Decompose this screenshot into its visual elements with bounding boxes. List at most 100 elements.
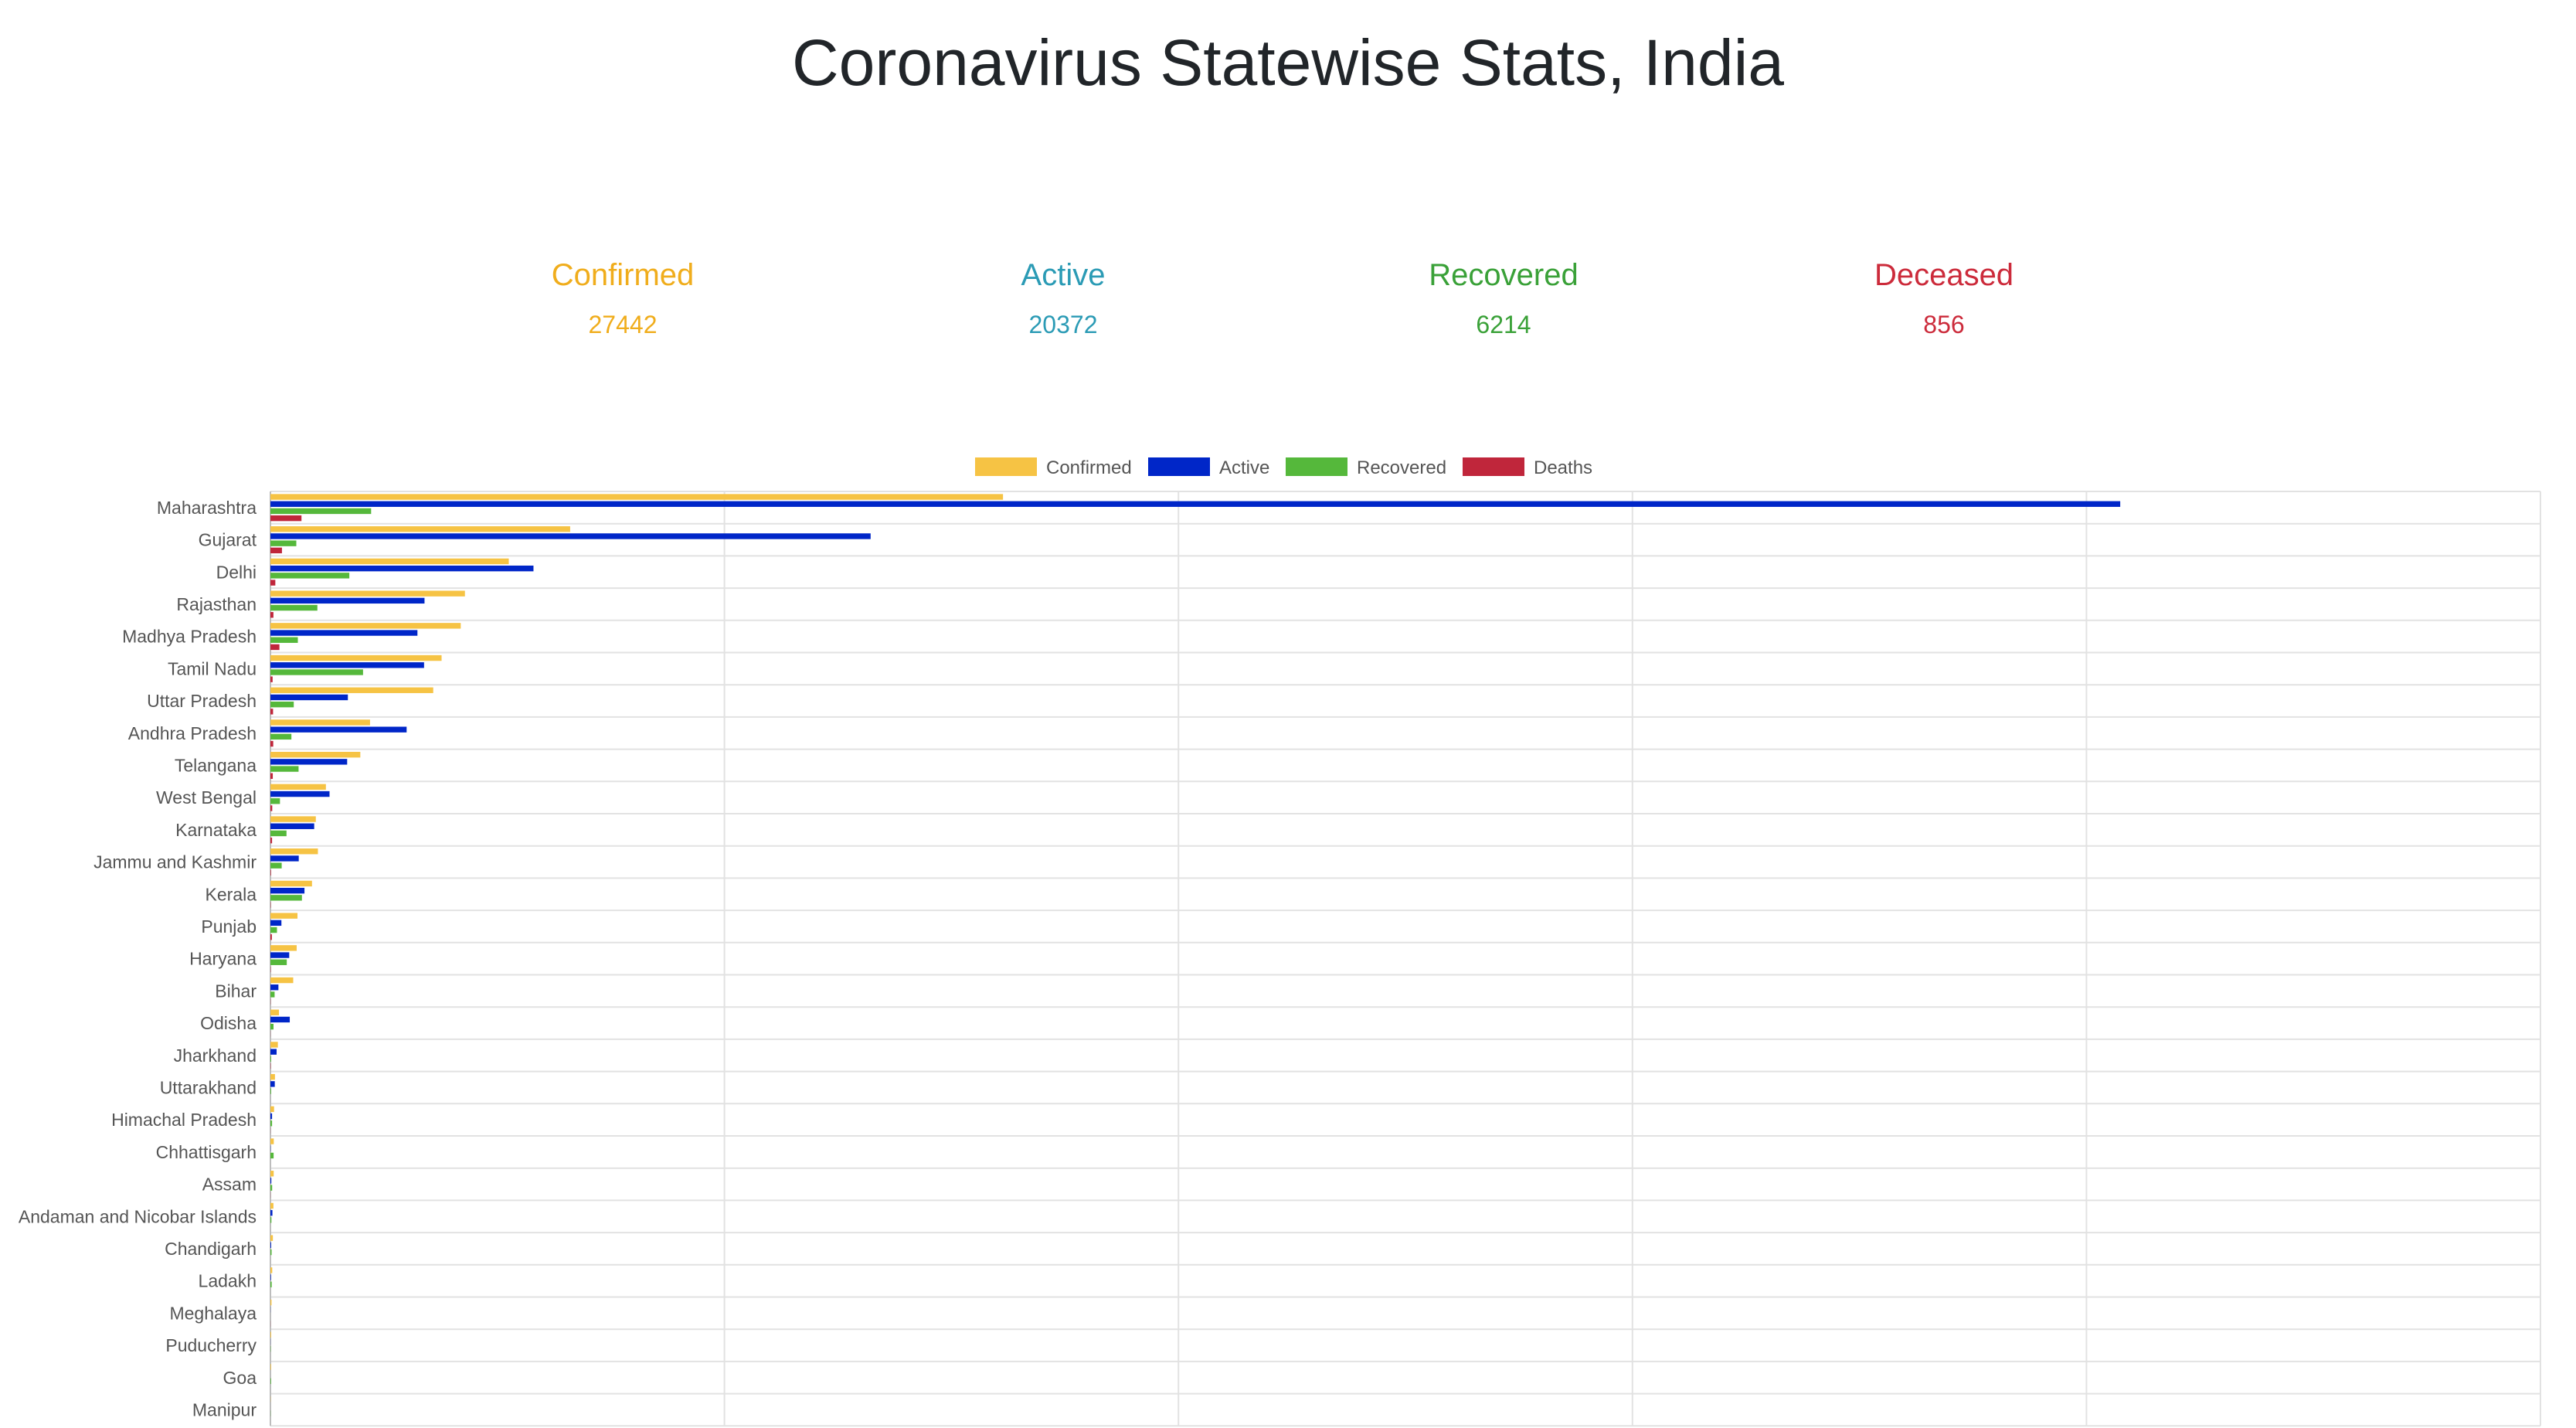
bar-active[interactable] <box>270 1113 273 1120</box>
bar-confirmed[interactable] <box>270 687 433 693</box>
bar-recovered[interactable] <box>270 1281 272 1287</box>
bar-confirmed[interactable] <box>270 1364 271 1370</box>
bar-deaths[interactable] <box>270 773 274 779</box>
bar-recovered[interactable] <box>270 862 282 869</box>
bar-confirmed[interactable] <box>270 977 294 984</box>
bar-confirmed[interactable] <box>270 913 298 919</box>
bar-active[interactable] <box>270 855 299 862</box>
bar-recovered[interactable] <box>270 926 277 933</box>
category-label: Telangana <box>175 755 257 775</box>
bar-confirmed[interactable] <box>270 848 318 855</box>
bar-deaths[interactable] <box>270 934 272 940</box>
bar-active[interactable] <box>270 1081 275 1087</box>
bar-deaths[interactable] <box>270 580 276 586</box>
bar-confirmed[interactable] <box>270 784 326 790</box>
bar-recovered[interactable] <box>270 701 294 708</box>
bar-confirmed[interactable] <box>270 751 361 758</box>
bar-confirmed[interactable] <box>270 623 461 629</box>
bar-confirmed[interactable] <box>270 945 297 951</box>
bar-deaths[interactable] <box>270 869 271 876</box>
bar-confirmed[interactable] <box>270 654 442 661</box>
bar-active[interactable] <box>270 1209 273 1216</box>
bar-active[interactable] <box>270 726 407 733</box>
bar-active[interactable] <box>270 1049 277 1055</box>
bar-active[interactable] <box>270 694 348 701</box>
bar-confirmed[interactable] <box>270 1267 273 1273</box>
bar-active[interactable] <box>270 790 330 797</box>
bar-recovered[interactable] <box>270 508 372 515</box>
bar-confirmed[interactable] <box>270 1202 274 1209</box>
legend-label-confirmed[interactable]: Confirmed <box>1046 457 1132 478</box>
bar-deaths[interactable] <box>270 837 273 844</box>
bar-deaths[interactable] <box>270 547 282 554</box>
legend-label-recovered[interactable]: Recovered <box>1357 457 1446 478</box>
bar-recovered[interactable] <box>270 1152 274 1159</box>
bar-recovered[interactable] <box>270 991 275 998</box>
bar-recovered[interactable] <box>270 895 302 901</box>
bar-deaths[interactable] <box>270 709 274 715</box>
bar-recovered[interactable] <box>270 798 280 804</box>
bar-active[interactable] <box>270 920 282 926</box>
legend-swatch-deaths[interactable] <box>1463 457 1524 476</box>
bar-recovered[interactable] <box>270 637 298 643</box>
bar-recovered[interactable] <box>270 1185 273 1191</box>
bar-recovered[interactable] <box>270 573 350 579</box>
bar-confirmed[interactable] <box>270 1042 278 1048</box>
bar-active[interactable] <box>270 952 290 958</box>
bar-confirmed[interactable] <box>270 1331 271 1338</box>
bar-recovered[interactable] <box>270 1023 274 1030</box>
bar-active[interactable] <box>270 1178 272 1184</box>
bar-active[interactable] <box>270 984 279 991</box>
bar-recovered[interactable] <box>270 1217 272 1223</box>
bar-confirmed[interactable] <box>270 1171 274 1177</box>
bar-confirmed[interactable] <box>270 1106 274 1113</box>
bar-recovered[interactable] <box>270 1056 271 1062</box>
legend-label-active[interactable]: Active <box>1219 457 1269 478</box>
bar-confirmed[interactable] <box>270 1299 272 1306</box>
legend-swatch-confirmed[interactable] <box>975 457 1037 476</box>
bar-deaths[interactable] <box>270 805 273 811</box>
bar-active[interactable] <box>270 630 418 636</box>
bar-confirmed[interactable] <box>270 590 465 597</box>
bar-recovered[interactable] <box>270 1378 271 1385</box>
bar-confirmed[interactable] <box>270 1235 274 1241</box>
bar-recovered[interactable] <box>270 1088 271 1094</box>
bar-confirmed[interactable] <box>270 1073 275 1080</box>
bar-recovered[interactable] <box>270 1249 272 1256</box>
bar-recovered[interactable] <box>270 669 363 675</box>
bar-active[interactable] <box>270 597 425 604</box>
legend-label-deaths[interactable]: Deaths <box>1534 457 1592 478</box>
bar-confirmed[interactable] <box>270 1138 274 1144</box>
bar-recovered[interactable] <box>270 540 297 546</box>
bar-active[interactable] <box>270 1274 271 1280</box>
bar-deaths[interactable] <box>270 676 273 682</box>
bar-recovered[interactable] <box>270 830 287 837</box>
bar-active[interactable] <box>270 887 305 894</box>
bar-deaths[interactable] <box>270 612 274 618</box>
bar-recovered[interactable] <box>270 1120 273 1127</box>
bar-recovered[interactable] <box>270 766 299 772</box>
bar-active[interactable] <box>270 533 871 539</box>
bar-active[interactable] <box>270 662 424 668</box>
bar-active[interactable] <box>270 565 534 572</box>
bar-active[interactable] <box>270 1016 291 1023</box>
legend-swatch-active[interactable] <box>1148 457 1210 476</box>
bar-recovered[interactable] <box>270 733 292 740</box>
bar-confirmed[interactable] <box>270 526 570 532</box>
bar-confirmed[interactable] <box>270 494 1004 500</box>
bar-deaths[interactable] <box>270 644 280 651</box>
bar-recovered[interactable] <box>270 959 287 965</box>
bar-confirmed[interactable] <box>270 558 509 565</box>
bar-confirmed[interactable] <box>270 719 370 726</box>
bar-deaths[interactable] <box>270 515 302 522</box>
bar-active[interactable] <box>270 759 348 765</box>
legend-swatch-recovered[interactable] <box>1286 457 1347 476</box>
bar-confirmed[interactable] <box>270 880 312 887</box>
bar-active[interactable] <box>270 823 314 829</box>
bar-confirmed[interactable] <box>270 816 316 822</box>
bar-deaths[interactable] <box>270 740 274 747</box>
bar-recovered[interactable] <box>270 604 318 611</box>
bar-active[interactable] <box>270 501 2121 507</box>
bar-active[interactable] <box>270 1242 271 1249</box>
bar-confirmed[interactable] <box>270 1009 280 1015</box>
